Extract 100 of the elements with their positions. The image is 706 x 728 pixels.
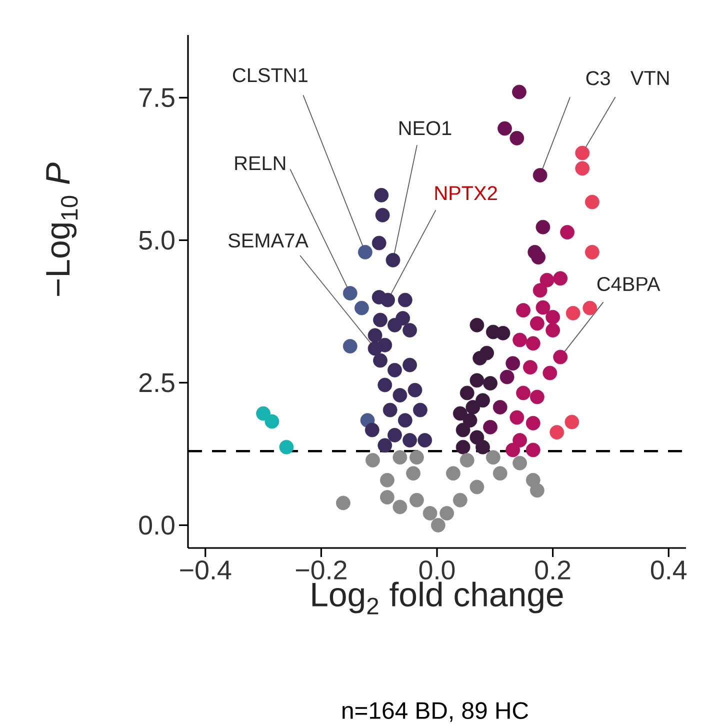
point: [358, 244, 372, 260]
point: [408, 382, 422, 398]
text: n=164 BD, 89 HC: [342, 702, 528, 722]
point: [532, 168, 548, 182]
point: [456, 440, 470, 454]
point: [564, 414, 580, 430]
point: [470, 480, 484, 494]
point: [523, 360, 538, 374]
point: [342, 339, 358, 354]
point: [546, 323, 560, 338]
point: [476, 393, 490, 408]
annotation: VTN: [630, 71, 669, 85]
point: [440, 506, 454, 520]
point: [540, 272, 554, 288]
point: [496, 326, 510, 340]
point: [575, 161, 590, 176]
point: [512, 84, 526, 100]
point: [575, 146, 590, 160]
point: [398, 292, 412, 308]
annotation: RELN: [235, 156, 286, 170]
point: [402, 323, 417, 338]
point: [392, 388, 408, 402]
annotation: SEMA7A: [228, 233, 308, 248]
x-tick-label: −0.2: [296, 560, 346, 580]
annotation: NPTX2: [435, 186, 497, 200]
point: [452, 406, 468, 421]
point: [372, 236, 386, 250]
point: [456, 422, 470, 438]
point: [256, 406, 270, 421]
point: [532, 283, 548, 298]
point: [406, 466, 420, 481]
point: [418, 433, 432, 448]
point: [388, 428, 402, 442]
point: [410, 492, 424, 508]
point: [531, 250, 546, 264]
point: [483, 376, 498, 390]
point: [553, 350, 568, 364]
point: [526, 336, 540, 351]
point: [492, 466, 508, 481]
point: [470, 318, 484, 332]
x-axis-title: Log$_{2}$ fold change: [312, 582, 563, 614]
y-tick-label: 0.0: [139, 516, 174, 535]
point: [279, 440, 294, 454]
point: [550, 425, 564, 440]
x-tick-label: 0.4: [650, 560, 687, 580]
point: [388, 318, 402, 332]
point: [530, 316, 544, 331]
point: [460, 453, 474, 468]
point: [378, 378, 392, 392]
y-axis-title: −Log$_{10}$ P: [46, 162, 78, 296]
point: [388, 362, 402, 378]
point: [512, 433, 528, 448]
point: [378, 438, 392, 453]
point: [375, 208, 390, 222]
point: [516, 386, 530, 400]
y-tick-label: 2.5: [139, 373, 174, 392]
point: [486, 450, 500, 465]
point: [506, 442, 520, 458]
point: [386, 252, 400, 268]
point: [510, 410, 524, 425]
point: [373, 312, 388, 328]
y-tick-label: 5.0: [139, 230, 174, 250]
point: [530, 483, 544, 498]
point: [536, 220, 550, 234]
point: [392, 500, 408, 514]
point: [398, 413, 412, 428]
point: [374, 188, 389, 202]
point: [452, 492, 468, 508]
point: [422, 506, 438, 520]
point: [342, 286, 358, 300]
point: [402, 358, 417, 372]
point: [536, 300, 550, 315]
annotation: NEO1: [400, 121, 452, 136]
point: [530, 390, 544, 404]
point: [410, 450, 424, 465]
point: [526, 416, 540, 430]
point: [560, 225, 574, 240]
point: [366, 453, 380, 468]
point: [430, 518, 446, 532]
point: [476, 440, 490, 454]
point: [413, 402, 428, 418]
annotation: C3: [586, 71, 610, 86]
point: [566, 306, 580, 320]
annotation: C4BPA: [597, 276, 660, 292]
point: [402, 433, 417, 448]
x-tick-label: −0.4: [180, 560, 232, 580]
annotation: CLSTN1: [233, 68, 308, 82]
point: [466, 400, 480, 414]
point: [380, 472, 394, 488]
point: [368, 341, 382, 356]
point: [498, 121, 512, 136]
point: [512, 332, 528, 348]
point: [584, 194, 600, 210]
point: [470, 373, 484, 388]
point: [492, 400, 508, 414]
point: [380, 292, 395, 308]
point: [446, 466, 460, 481]
point: [506, 356, 520, 371]
point: [542, 366, 558, 380]
y-tick-label: 7.5: [139, 88, 174, 108]
